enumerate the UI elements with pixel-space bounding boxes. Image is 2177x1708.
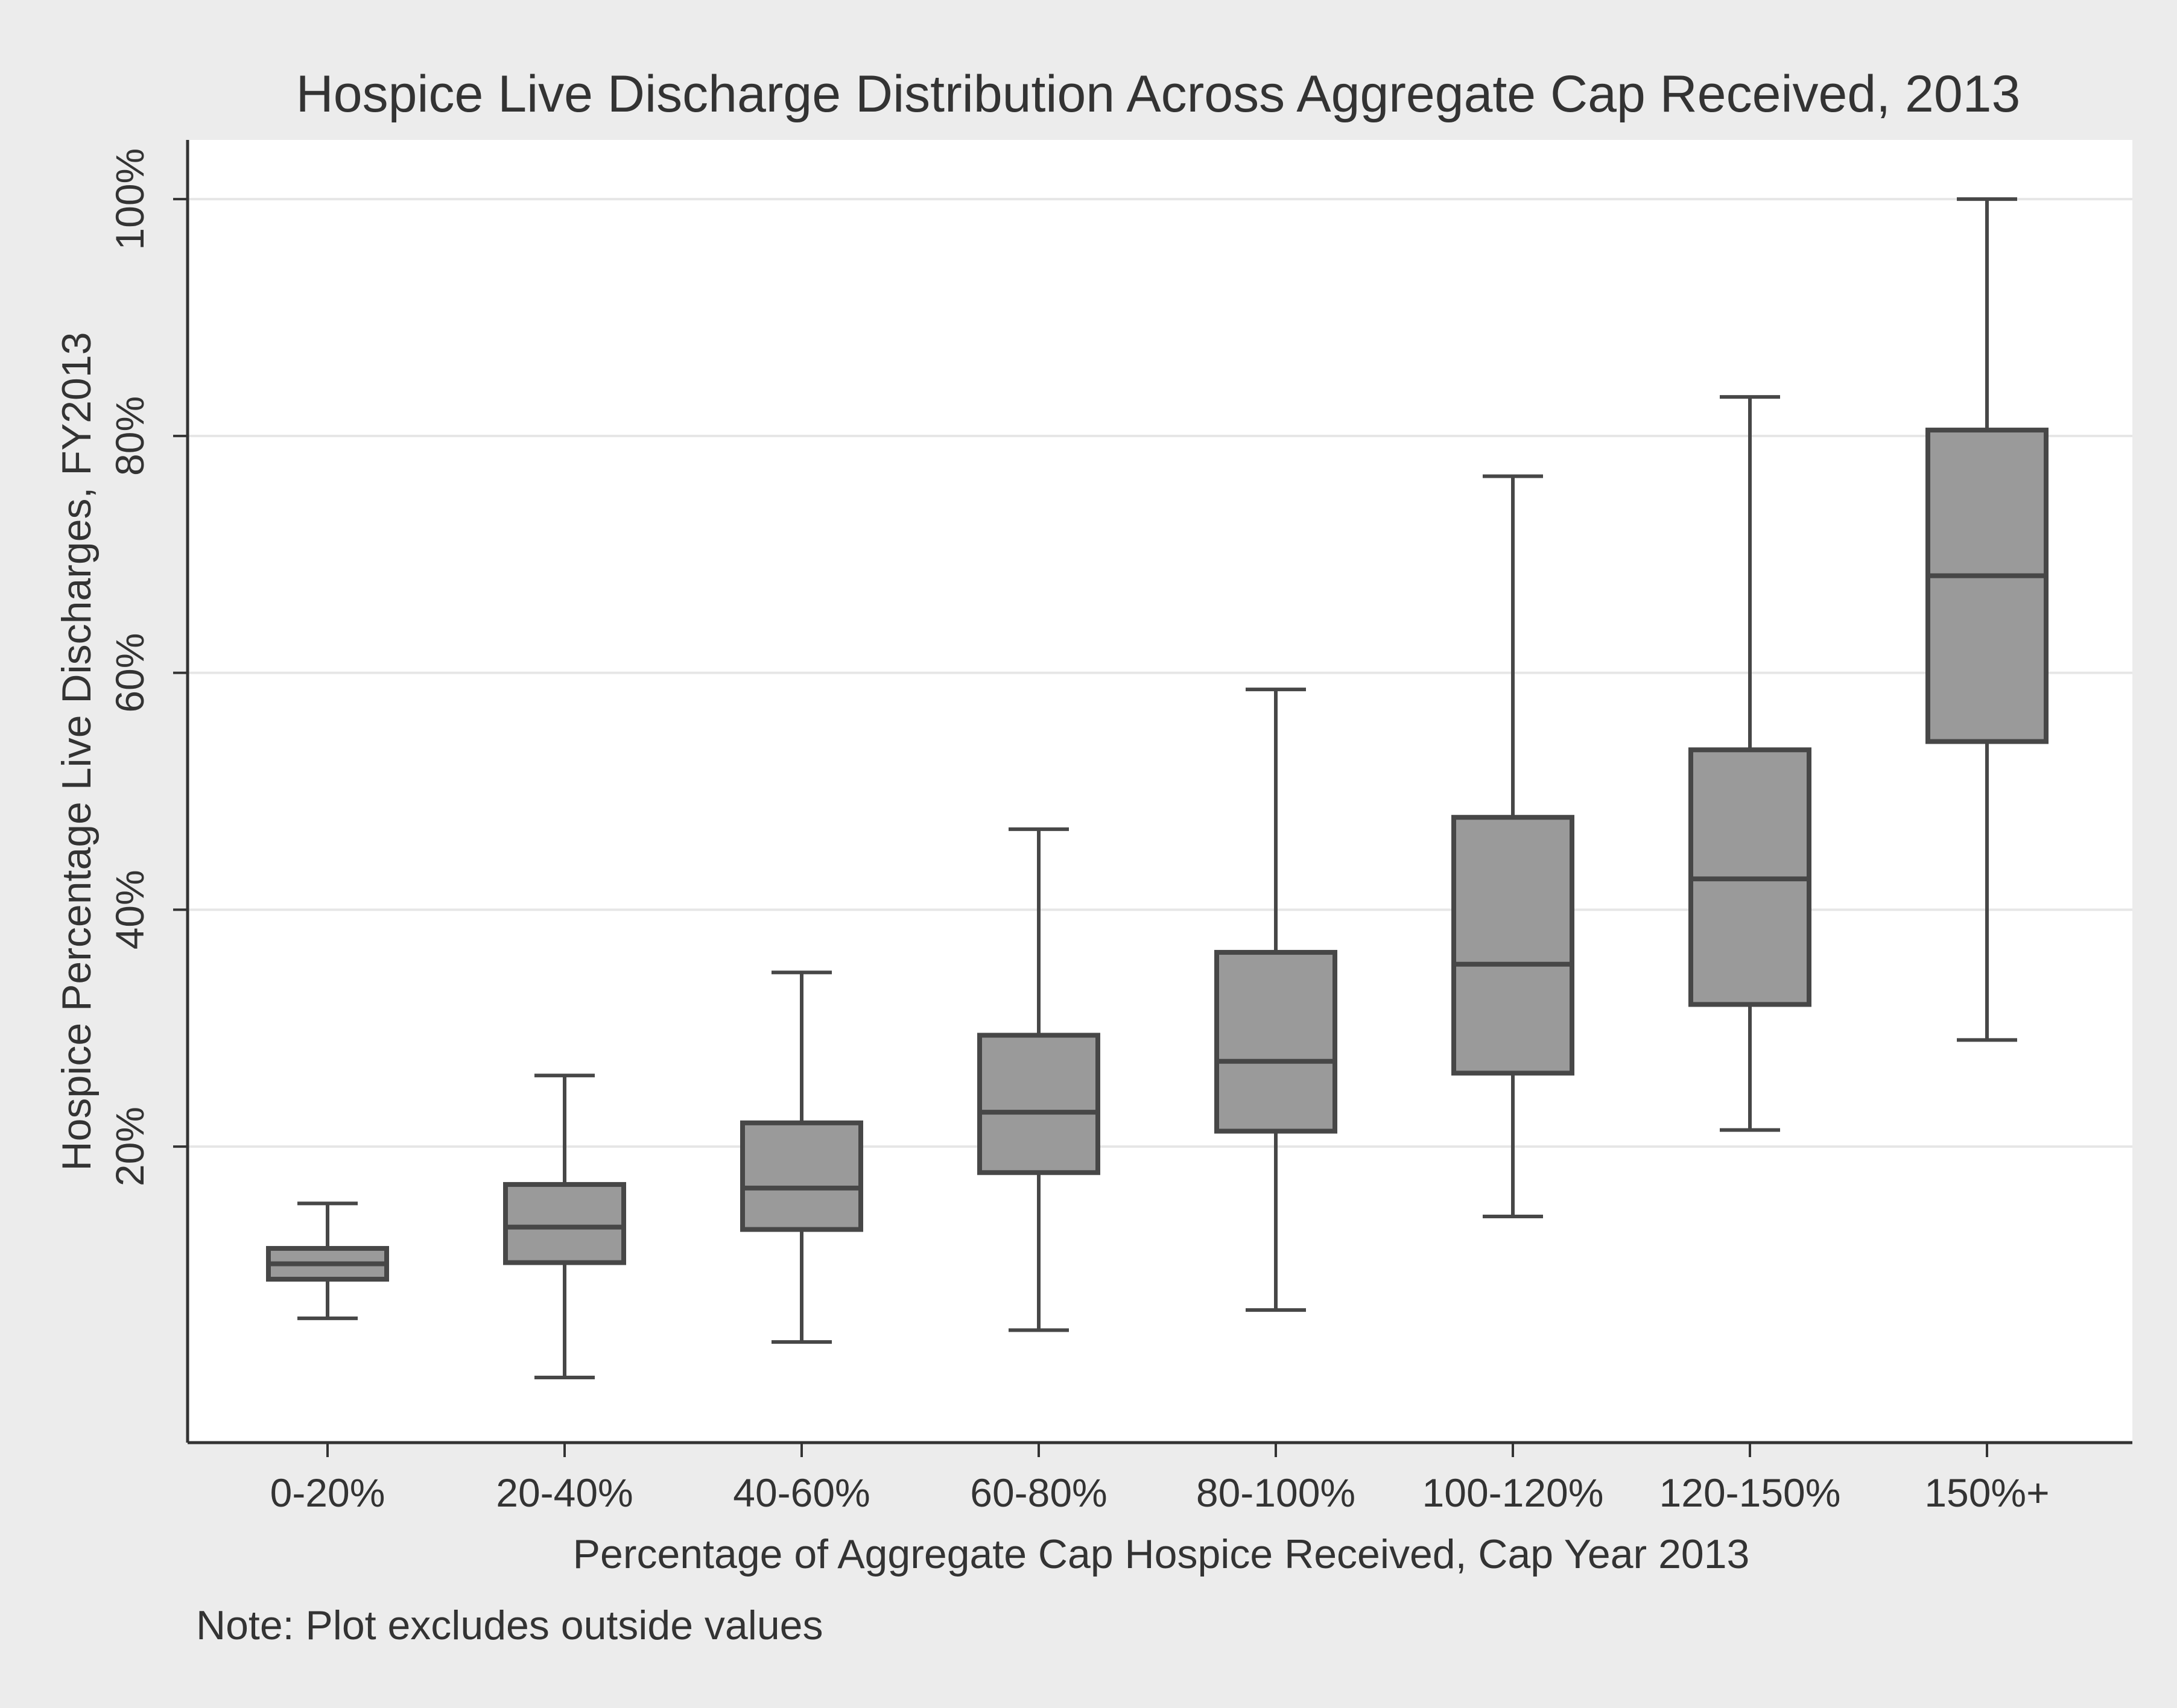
x-axis-title: Percentage of Aggregate Cap Hospice Rece… — [573, 1531, 1750, 1577]
box-series — [266, 197, 2049, 1379]
x-tick-label: 60-80% — [970, 1470, 1108, 1515]
chart-note: Note: Plot excludes outside values — [196, 1602, 823, 1648]
box-plot-group — [740, 970, 863, 1344]
box-plot-group — [1925, 197, 2049, 1042]
box-iqr — [1214, 950, 1337, 1134]
axes — [186, 140, 2132, 1444]
box-plot-group — [1451, 474, 1574, 1218]
y-tick-label: 100% — [107, 148, 152, 250]
chart-title: Hospice Live Discharge Distribution Acro… — [296, 65, 2021, 123]
box-iqr — [740, 1120, 863, 1232]
x-tick-label: 0-20% — [270, 1470, 385, 1515]
x-tick-label: 40-60% — [733, 1470, 870, 1515]
x-tick-label: 150%+ — [1924, 1470, 2049, 1515]
y-axis-ticks: 20% 40% 60% 80% 100% — [107, 148, 188, 1186]
y-tick-label: 40% — [107, 870, 152, 949]
box-iqr — [503, 1181, 626, 1265]
box-iqr — [977, 1033, 1100, 1175]
x-tick-label: 100-120% — [1422, 1470, 1604, 1515]
y-tick-label: 60% — [107, 633, 152, 713]
y-tick-label: 20% — [107, 1107, 152, 1186]
x-tick-label: 120-150% — [1659, 1470, 1841, 1515]
gridlines — [188, 198, 2132, 1148]
x-tick-label: 80-100% — [1196, 1470, 1355, 1515]
x-axis-ticks: 0-20% 20-40% 40-60% 60-80% 80-100% 100-120% 12… — [270, 1443, 2050, 1515]
y-tick-label: 80% — [107, 396, 152, 476]
y-axis-title: Hospice Percentage Live Discharges, FY20… — [54, 332, 100, 1171]
box-plot-group — [1214, 688, 1337, 1312]
box-plot-group — [1688, 395, 1811, 1132]
plot-area — [188, 140, 2132, 1443]
box-plot-group — [266, 1201, 389, 1320]
box-iqr — [1925, 428, 2049, 744]
box-iqr — [1451, 815, 1574, 1076]
box-plot-group — [503, 1074, 626, 1379]
x-tick-label: 20-40% — [496, 1470, 633, 1515]
box-plot-group — [977, 827, 1100, 1332]
